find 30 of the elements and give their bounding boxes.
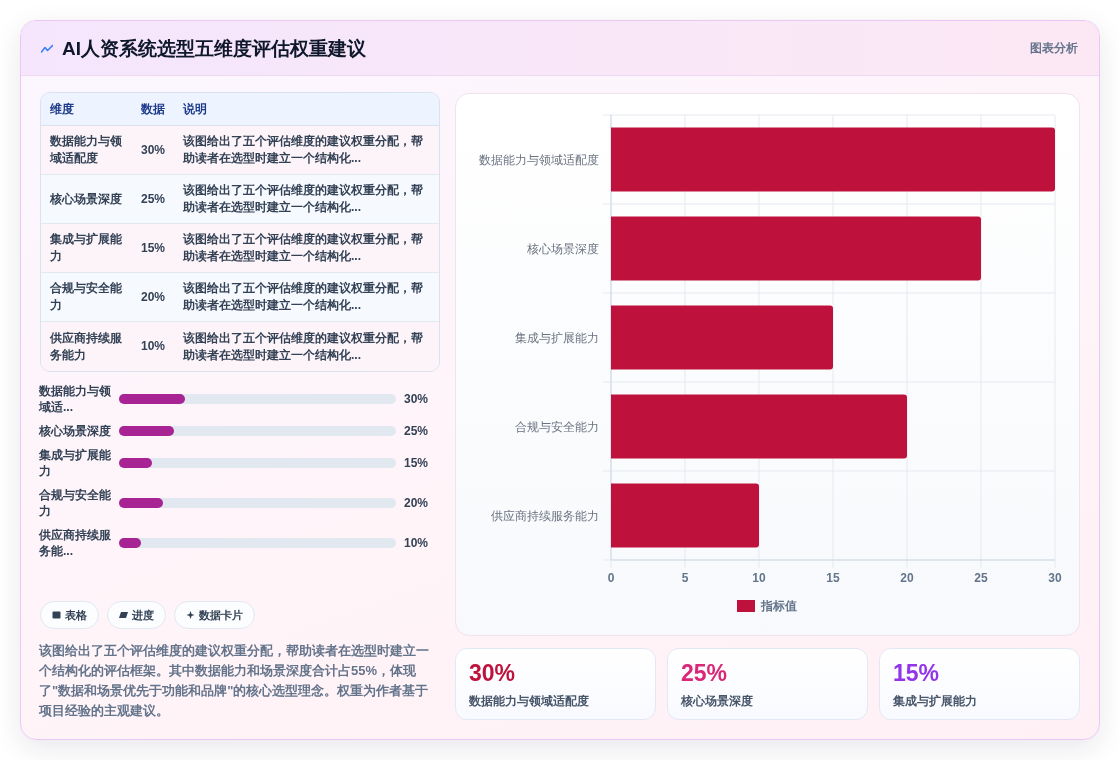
y-tick-label: 供应商持续服务能力	[491, 508, 599, 523]
y-tick-label: 合规与安全能力	[39, 487, 112, 519]
text: 进度	[132, 608, 154, 622]
x-tick-label: 5	[681, 571, 689, 585]
data-label: 15%	[893, 660, 940, 686]
x-tick-label: 20	[900, 571, 914, 585]
text: 表格	[65, 608, 87, 622]
legend-label: 指标值	[760, 599, 797, 613]
data-label: 20%	[404, 495, 429, 511]
data-label: 15%	[404, 455, 429, 471]
y-tick-label: 合规与安全能力	[515, 419, 599, 434]
x-tick-label: 30	[1048, 571, 1062, 585]
category-label: 数据能力与领域适配度	[469, 693, 589, 709]
category-label: 集成与扩展能力	[893, 693, 977, 709]
data-label: 30%	[404, 391, 429, 407]
text: 数据卡片	[199, 608, 243, 622]
text: 该图给出了五个评估维度的建议权重分配，帮助读者在选型时建立一个结构化的评估框架。其中数据能力和场景深度合计占55%，体现了"数据和场景优先于功能和品牌"的核心选型理念。权重为作者基于项目经验的主观建议。	[39, 642, 430, 720]
y-tick-label: 数据能力与领域适...	[39, 383, 112, 415]
y-tick-label: 集成与扩展能力	[39, 447, 112, 479]
data-label: 30%	[469, 660, 516, 686]
category-label: 核心场景深度	[681, 693, 753, 709]
data-label: 25%	[681, 660, 728, 686]
x-tick-label: 0	[607, 571, 615, 585]
y-tick-label: 供应商持续服务能...	[39, 527, 112, 559]
x-tick-label: 25	[974, 571, 988, 585]
data-label: 10%	[404, 535, 429, 551]
y-tick-label: 核心场景深度	[39, 423, 112, 439]
data-label: 25%	[404, 423, 429, 439]
x-tick-label: 10	[752, 571, 766, 585]
x-tick-label: 15	[826, 571, 840, 585]
